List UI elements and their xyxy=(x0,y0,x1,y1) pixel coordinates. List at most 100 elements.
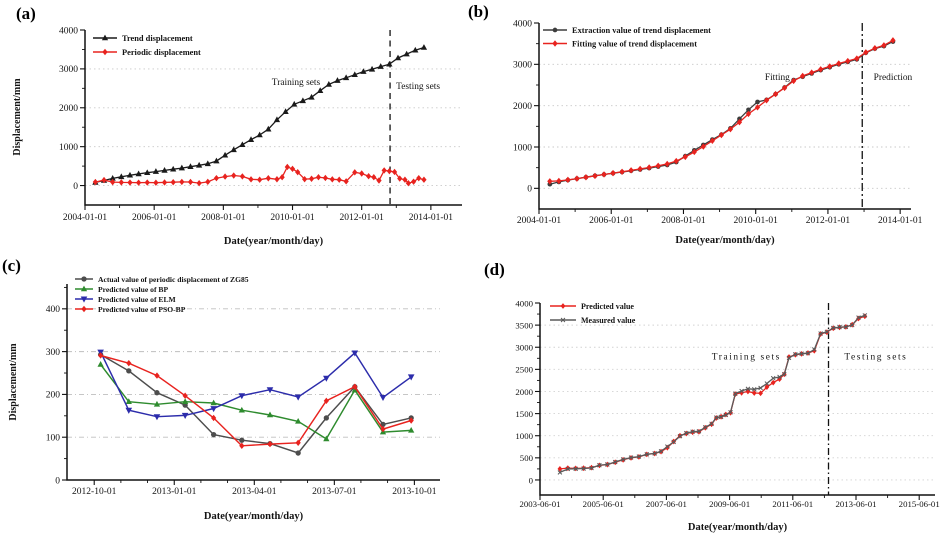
x-axis-title: Date(year/month/day) xyxy=(688,522,788,533)
legend-label: Extraction value of trend displacement xyxy=(572,26,711,35)
legend-label: Predicted value of BP xyxy=(98,285,168,294)
series-line xyxy=(549,39,894,182)
legend-label: Predicted value of ELM xyxy=(98,295,176,304)
series-line xyxy=(95,46,425,184)
y-tick-label: 2500 xyxy=(515,365,533,375)
series-markers xyxy=(92,163,427,187)
y-tick-label: 400 xyxy=(46,305,61,315)
x-tick-label: 2005-06-01 xyxy=(583,499,624,509)
legend-item: Periodic displacement xyxy=(93,48,201,57)
x-tick-label: 2010-01-01 xyxy=(734,216,779,226)
series-markers xyxy=(557,313,868,475)
legend-label: Periodic displacement xyxy=(122,48,201,57)
x-tick-label: 2012-10-01 xyxy=(72,487,117,497)
legend-item: Fitting value of trend displacement xyxy=(543,40,697,49)
legend-item: Predicted value of PSO-BP xyxy=(75,305,186,314)
y-tick-label: 3500 xyxy=(515,320,533,330)
legend-item: Trend displacement xyxy=(93,34,193,43)
x-tick-label: 2008-01-01 xyxy=(661,216,706,226)
x-tick-label: 2013-10-01 xyxy=(392,487,437,497)
y-tick-label: 0 xyxy=(527,185,532,195)
y-tick-label: 0 xyxy=(529,475,534,485)
x-tick-label: 2004-01-01 xyxy=(517,216,562,226)
x-tick-label: 2013-04-01 xyxy=(232,487,277,497)
legend-label: Predicted value xyxy=(581,302,634,311)
y-tick-label: 1000 xyxy=(59,143,78,153)
series-markers xyxy=(97,361,415,442)
x-tick-label: 2006-01-01 xyxy=(132,213,177,223)
y-tick-label: 100 xyxy=(46,434,61,444)
x-tick-label: 2003-06-01 xyxy=(519,499,560,509)
series-markers xyxy=(547,39,896,187)
x-tick-label: 2013-07-01 xyxy=(312,487,357,497)
legend-item: Predicted value of ELM xyxy=(75,295,176,304)
y-tick-label: 3000 xyxy=(513,61,532,71)
y-tick-label: 200 xyxy=(46,391,61,401)
series-line xyxy=(559,315,866,470)
x-axis-title: Date(year/month/day) xyxy=(224,236,324,247)
y-tick-label: 3000 xyxy=(515,343,533,353)
x-tick-label: 2011-06-01 xyxy=(772,499,813,509)
x-tick-label: 2015-06-01 xyxy=(899,499,940,509)
y-axis-title: Displacement/mm xyxy=(12,78,23,156)
legend-label: Trend displacement xyxy=(122,34,193,43)
series-markers xyxy=(547,37,896,185)
legend-item: Predicted value xyxy=(550,302,634,311)
y-tick-label: 3000 xyxy=(59,65,78,75)
legend-label: Predicted value of PSO-BP xyxy=(98,305,186,314)
x-tick-label: 2004-01-01 xyxy=(63,213,108,223)
x-axis-title: Date(year/month/day) xyxy=(675,235,775,246)
series-markers xyxy=(92,44,428,185)
legend-item: Measured value xyxy=(550,316,636,325)
y-tick-label: 1500 xyxy=(515,409,533,419)
annotation: Training sets xyxy=(712,353,781,363)
y-axis-title: Displacement/mm xyxy=(8,343,19,421)
axes xyxy=(538,23,911,210)
panel-label-a: (a) xyxy=(16,4,36,23)
chart-a-trend-periodic-decomposition: 0 1000 2000 3000 4000 2004-01-01 2006-01-01 200… xyxy=(12,26,462,247)
y-tick-label: 0 xyxy=(55,476,60,486)
series-line xyxy=(100,354,412,447)
y-tick-label: 2000 xyxy=(515,387,533,397)
x-tick-label: 2008-01-01 xyxy=(201,213,246,223)
series-line xyxy=(559,314,866,473)
y-tick-label: 1000 xyxy=(515,431,533,441)
y-tick-label: 4000 xyxy=(513,19,532,29)
y-tick-label: 4000 xyxy=(515,298,533,308)
y-tick-label: 500 xyxy=(520,453,534,463)
x-tick-label: 2006-01-01 xyxy=(589,216,634,226)
x-tick-label: 2014-01-01 xyxy=(409,213,454,223)
series-markers xyxy=(97,349,415,421)
series-markers xyxy=(557,313,868,472)
y-tick-label: 300 xyxy=(46,348,61,358)
chart-d-total-predicted-vs-measured: 0 500 1000 1500 2000 2500 3000 3500 4000 2003-06-… xyxy=(515,298,940,533)
annotation: Training sets xyxy=(272,78,321,88)
x-tick-label: 2007-06-01 xyxy=(646,499,687,509)
legend-item: Predicted value of BP xyxy=(75,285,168,294)
legend-item: Actual value of periodic displacement of… xyxy=(75,275,249,284)
annotation: Testing sets xyxy=(844,353,907,363)
panel-label-d: (d) xyxy=(484,260,505,279)
x-tick-label: 2012-01-01 xyxy=(806,216,851,226)
panel-label-c: (c) xyxy=(2,256,21,275)
x-axis-title: Date(year/month/day) xyxy=(204,511,304,522)
x-tick-label: 2014-01-01 xyxy=(878,216,923,226)
legend-label: Fitting value of trend displacement xyxy=(572,40,697,49)
legend-label: Measured value xyxy=(581,316,636,325)
annotation: Fitting xyxy=(765,73,790,83)
x-tick-label: 2009-06-01 xyxy=(709,499,750,509)
annotation: Prediction xyxy=(874,73,913,83)
y-tick-label: 0 xyxy=(73,182,78,192)
panel-label-b: (b) xyxy=(468,2,489,21)
chart-b-trend-fitting-prediction: 0 1000 2000 3000 4000 2004-01-01 2006-01-01 200… xyxy=(513,19,923,246)
x-tick-label: 2012-01-01 xyxy=(340,213,385,223)
legend-item: Extraction value of trend displacement xyxy=(543,26,711,35)
series-line xyxy=(100,364,412,440)
x-tick-label: 2010-01-01 xyxy=(270,213,315,223)
series-markers xyxy=(97,352,414,449)
y-tick-label: 4000 xyxy=(59,26,78,36)
chart-c-periodic-model-comparison: 0 100 200 300 400 2012-10-01 2013-01-01 2013-04… xyxy=(8,275,440,522)
series-line xyxy=(99,351,412,418)
x-tick-label: 2013-01-01 xyxy=(152,487,197,497)
